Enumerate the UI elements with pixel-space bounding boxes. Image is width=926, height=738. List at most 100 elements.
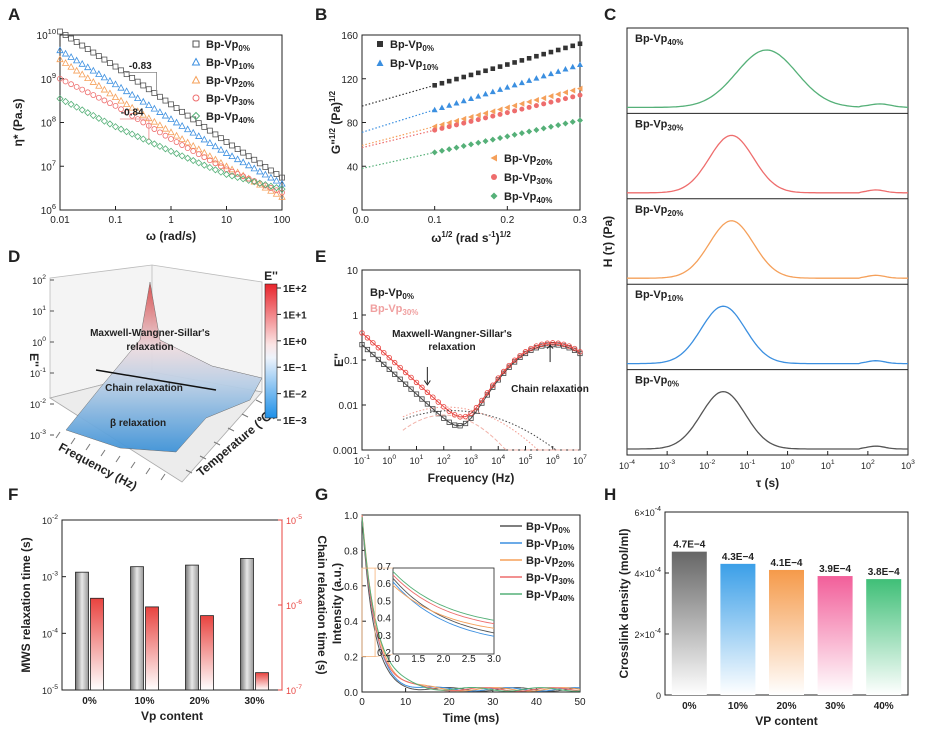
x-tick-label: 0% (82, 696, 97, 707)
data-point (162, 132, 169, 139)
data-point (489, 88, 496, 95)
data-point (577, 92, 583, 98)
data-point (117, 83, 125, 91)
data-point (128, 130, 136, 138)
data-point (89, 66, 97, 74)
data-point (505, 62, 510, 67)
data-point (504, 110, 510, 116)
y-tick-label: 40 (347, 162, 359, 173)
subpanel-label: Bp-Vp30% (635, 118, 683, 132)
inset-y-tick-label: 0.3 (377, 631, 391, 642)
annotation: relaxation (126, 342, 173, 353)
z-tick-label: 102 (32, 274, 46, 286)
legend-label: Bp-Vp20% (206, 75, 254, 89)
data-point (228, 165, 236, 173)
data-point (122, 100, 131, 108)
inset-y-tick-label: 0.2 (377, 648, 391, 659)
data-point (541, 51, 546, 57)
legend-marker (192, 94, 200, 102)
subpanel-label: Bp-Vp0% (635, 375, 679, 389)
data-point (111, 93, 120, 101)
data-point (430, 394, 436, 400)
data-point (222, 162, 231, 170)
data-point (526, 104, 532, 110)
legend-label: Bp-Vp40% (504, 191, 552, 205)
data-point (511, 81, 518, 88)
x-tick-label: 20% (776, 701, 796, 712)
data-point (95, 114, 103, 122)
data-point (79, 86, 86, 93)
legend-label: Bp-Vp0% (370, 287, 414, 301)
data-point (57, 28, 63, 35)
legend-marker (491, 174, 497, 180)
data-point (156, 108, 164, 115)
data-point (100, 73, 109, 81)
data-point (161, 124, 170, 132)
panel-label-C: C (604, 5, 616, 24)
data-point (89, 78, 97, 85)
data-point (272, 189, 281, 197)
data-point (84, 74, 92, 82)
data-point (359, 341, 365, 348)
data-point (78, 70, 86, 78)
data-point (506, 362, 512, 369)
y-tick-label: 6×10-4 (634, 506, 661, 518)
legend-label: Bp-Vp10% (526, 538, 574, 552)
data-point (419, 396, 425, 402)
legend-marker (192, 40, 200, 48)
data-point (402, 369, 409, 376)
data-point (468, 114, 474, 121)
legend-marker (490, 154, 497, 162)
data-point (178, 122, 186, 129)
data-point (528, 345, 534, 352)
y-tick-label: 107 (41, 158, 56, 173)
distribution-curve (627, 390, 908, 450)
x-tick-label: 30% (244, 696, 264, 707)
floor-tick (227, 427, 235, 432)
data-point (117, 125, 125, 133)
data-point (490, 382, 496, 388)
data-point (123, 71, 130, 78)
data-point (518, 79, 525, 86)
data-point (577, 85, 583, 92)
data-point (162, 97, 169, 104)
data-point (173, 139, 180, 145)
z-tick-label: 101 (32, 305, 46, 317)
data-point (518, 100, 525, 107)
decay-curve (361, 514, 581, 692)
bar-mws (185, 564, 199, 691)
data-point (57, 75, 63, 82)
data-point (424, 389, 431, 395)
y-axis-label: H (τ) (Pa) (601, 216, 615, 267)
data-point (250, 177, 258, 185)
z-tick-label: 100 (32, 336, 46, 348)
data-point (461, 74, 467, 80)
data-point (432, 83, 437, 88)
data-point (517, 352, 523, 359)
data-point (239, 158, 247, 166)
data-point (533, 75, 540, 81)
data-point (56, 55, 64, 63)
data-point (484, 390, 491, 396)
data-point (73, 103, 81, 111)
data-point (555, 340, 561, 346)
data-point (550, 340, 556, 346)
component-curve (402, 406, 580, 451)
data-point (453, 99, 460, 106)
data-point (139, 97, 147, 105)
legend-marker (191, 57, 201, 66)
x-tick-label: 10-2 (699, 459, 715, 471)
x-tick-label: 0.0 (355, 215, 369, 226)
data-point (555, 91, 561, 98)
y-tick-label: 0.8 (344, 546, 358, 557)
data-point (435, 399, 441, 405)
data-point (123, 109, 130, 116)
colorbar-tick-label: 1E+2 (283, 284, 307, 295)
y-axis-label: Crosslink density (mol/ml) (617, 528, 631, 678)
colorbar-tick-label: 1E−1 (283, 363, 307, 374)
y-tick-label: 0.6 (344, 582, 358, 593)
data-point (200, 148, 208, 156)
x-tick-label: 0 (359, 697, 365, 708)
data-point (156, 121, 164, 129)
data-point (512, 60, 517, 65)
